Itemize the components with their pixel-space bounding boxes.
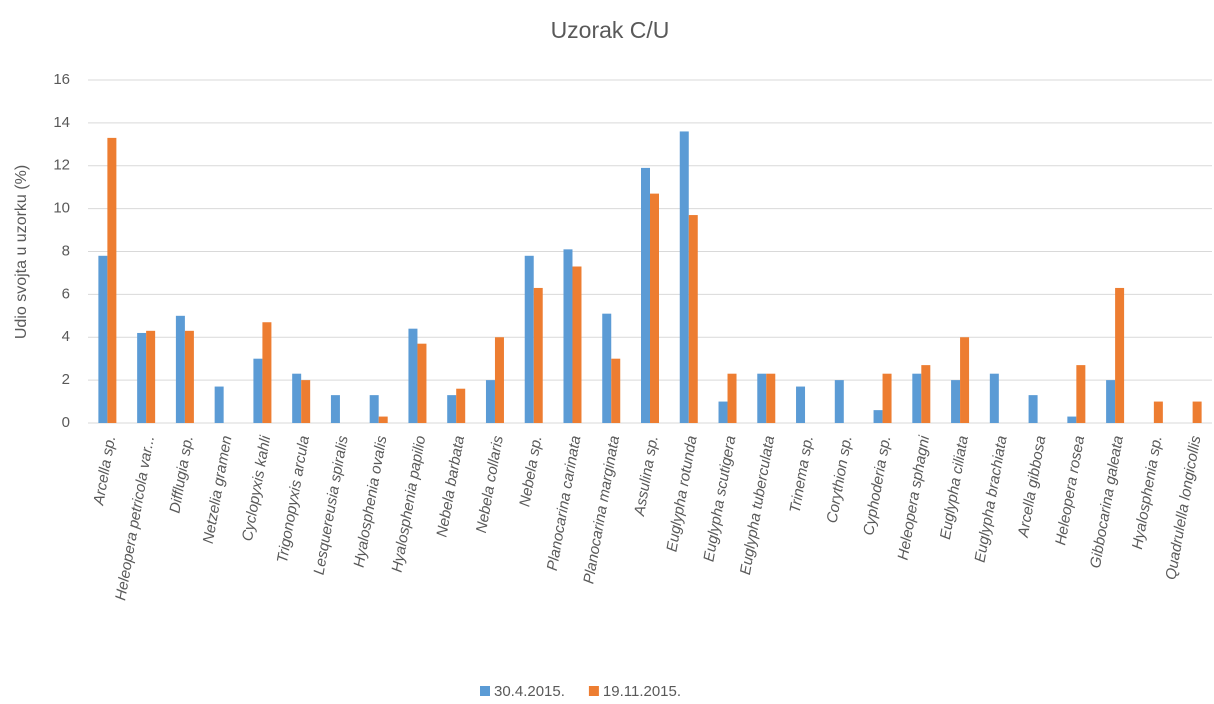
y-tick-label: 8 [62,242,70,259]
legend-label: 30.4.2015. [494,683,565,700]
bar [214,386,224,423]
bar [912,373,922,423]
bar [146,330,156,423]
bar [766,373,776,423]
bar [951,380,961,423]
bar [253,358,263,423]
y-tick-label: 12 [53,157,70,174]
bar [408,328,418,423]
x-tick-label: Corythion sp. [824,434,856,524]
x-tick-label: Euglypha scutigera [700,434,739,563]
y-tick-label: 14 [53,114,70,131]
x-tick-label: Hyalosphenia papilio [389,434,430,573]
x-tick-label: Cyphoderia sp. [860,434,894,536]
chart-title: Uzorak C/U [551,17,670,43]
y-axis-label: Udio svojta u uzorku (%) [13,165,30,339]
bar [650,193,659,423]
bar [107,137,117,423]
x-tick-label: Euglypha ciliata [937,434,972,540]
x-tick-label: Nebela barbata [434,434,469,538]
legend-label: 19.11.2015. [603,683,681,700]
x-tick-label: Arcella gibbosa [1015,434,1050,539]
bar [1192,401,1202,423]
x-tick-label: Hyalosphenia sp. [1129,434,1166,550]
bar [485,380,495,423]
y-tick-label: 2 [62,371,70,388]
bar [873,410,883,423]
bar [1106,380,1116,423]
y-tick-label: 0 [62,414,70,431]
bar [447,395,457,423]
bar [292,373,302,423]
bar [369,395,379,423]
x-tick-label: Trinema sp. [787,434,817,514]
x-tick-label: Assulina sp. [631,434,662,518]
bar [494,337,504,423]
x-tick-label: Planocarina carinata [544,434,584,572]
bar [572,266,582,423]
bar [262,322,272,423]
bar [727,373,737,423]
y-tick-label: 6 [62,285,70,302]
bar [611,358,621,423]
bar [796,386,806,423]
bar [456,388,466,423]
x-tick-label: Heleopera rosea [1052,434,1088,546]
bar [688,215,698,423]
bar [137,332,147,423]
bar [301,380,311,423]
bar [882,373,892,423]
bar [602,313,612,423]
x-tick-label: Nebela collaris [473,434,507,534]
bar [524,255,534,423]
bar [1067,416,1077,423]
x-tick-label: Lesquereusia spiralis [311,434,352,576]
x-tick-label: Gibbocarina galeata [1087,434,1127,569]
x-tick-label: Heleopera petricola var... [112,434,158,601]
bar [718,401,728,423]
bar [989,373,999,423]
x-tick-label: Netzelia gramen [200,434,236,545]
bar [679,131,689,423]
x-tick-label: Euglypha rotunda [663,434,700,553]
y-tick-label: 10 [53,200,70,217]
bar [834,380,844,423]
bar [1115,287,1125,423]
bar [757,373,767,423]
x-tick-label: Arcella sp. [90,434,119,507]
x-tick-label: Euglypha tuberculata [737,434,778,576]
bar [1153,401,1163,423]
bar [533,287,543,423]
y-tick-label: 4 [62,328,70,345]
bar [1076,365,1086,423]
bar [1028,395,1038,423]
x-tick-label: Difflugia sp. [166,434,196,514]
x-tick-label: Quadrulella longicollis [1162,434,1204,581]
bar [175,315,185,423]
bar [417,343,427,423]
bar [921,365,931,423]
x-tick-label: Heleopera sphagni [895,434,934,562]
x-tick-label: Hyalosphenia ovalis [351,434,391,569]
bar [960,337,970,423]
x-tick-label: Euglypha brachiata [972,434,1011,563]
bar [641,167,650,423]
legend-swatch [588,686,599,696]
bar [184,330,194,423]
x-tick-label: Nebela sp. [516,434,545,508]
bar [98,255,108,423]
bar [330,395,340,423]
x-tick-label: Cyclopyxis kahli [239,434,274,543]
y-tick-label: 16 [53,71,70,88]
bar [563,249,573,423]
x-tick-label: Planocarina marginata [580,434,623,585]
x-tick-label: Trigonopyxis arcula [274,434,313,564]
bar [378,416,388,423]
legend-swatch [480,686,490,696]
